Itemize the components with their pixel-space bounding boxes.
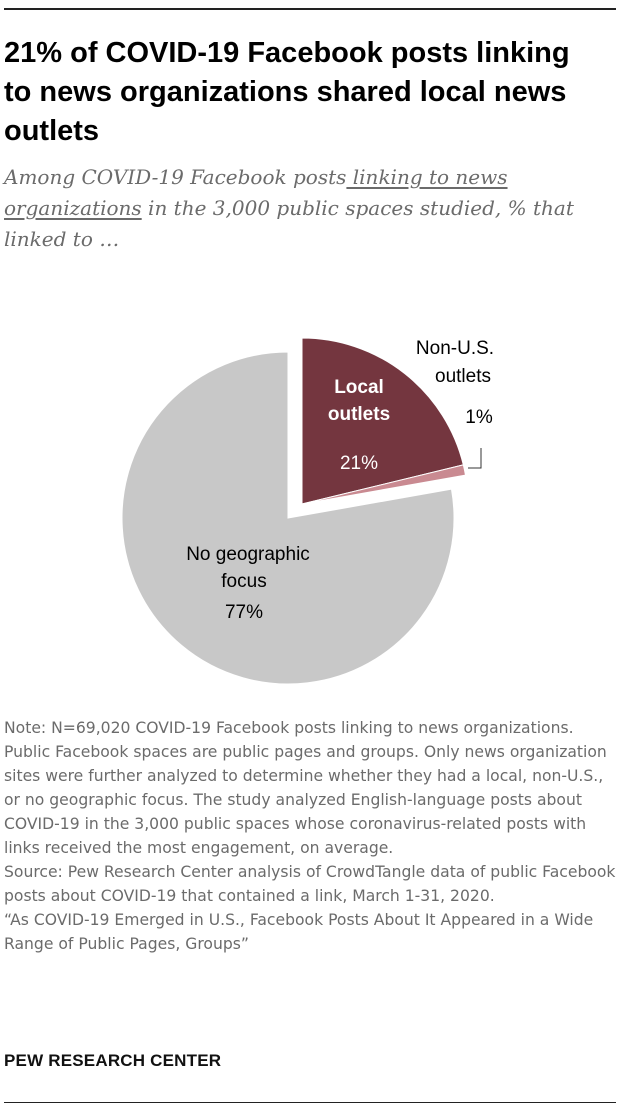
pie-slice-0: [301, 337, 464, 505]
slice-label-nonus-line1: Non-U.S.: [416, 338, 494, 359]
pie-slice-1: [301, 464, 467, 505]
pie-chart: Local outlets 21% Non-U.S. outlets 1% No geogr…: [121, 337, 494, 685]
slice-label-nonus-line2: outlets: [435, 366, 491, 387]
slice-label-nogeo-line2: focus: [221, 571, 266, 592]
bottom-rule: [4, 1102, 616, 1103]
source-text: Source: Pew Research Center analysis of …: [4, 863, 616, 905]
chart-subtitle: Among COVID-19 Facebook posts linking to…: [4, 162, 604, 255]
subtitle-text-before: Among COVID-19 Facebook posts: [4, 165, 347, 189]
subtitle-text-after: in the 3,000 public spaces studied, % th…: [4, 196, 574, 251]
chart-title: 21% of COVID-19 Facebook posts linking t…: [4, 37, 570, 147]
top-rule: [4, 8, 616, 10]
leader-line-nonus: [468, 448, 482, 469]
notes-block: Note: N=69,020 COVID-19 Facebook posts l…: [4, 716, 616, 956]
slice-value-local: 21%: [340, 453, 378, 474]
slice-label-local-line1: Local: [334, 377, 384, 398]
report-title: “As COVID-19 Emerged in U.S., Facebook P…: [4, 911, 594, 953]
slice-value-nogeo: 77%: [225, 602, 263, 623]
slice-label-nogeo-line1: No geographic: [186, 544, 310, 565]
subtitle-link[interactable]: linking to news organizations: [4, 165, 508, 220]
note-text: Note: N=69,020 COVID-19 Facebook posts l…: [4, 719, 607, 857]
brand-logo-text: PEW RESEARCH CENTER: [4, 1051, 222, 1070]
slice-value-nonus: 1%: [465, 407, 493, 428]
slice-label-local-line2: outlets: [328, 404, 390, 425]
pie-slice-2: [121, 351, 455, 685]
